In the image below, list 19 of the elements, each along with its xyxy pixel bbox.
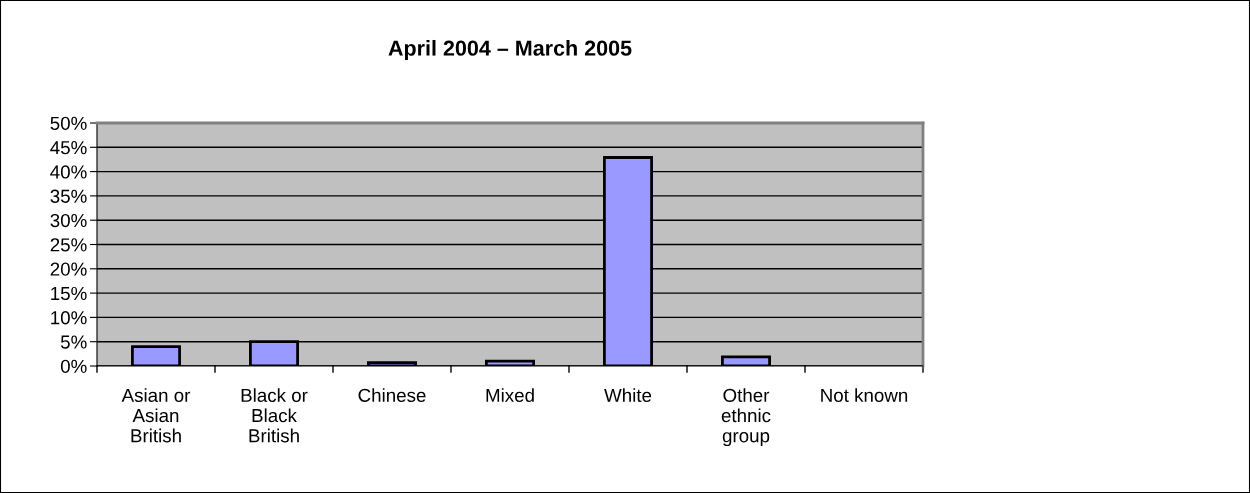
chart-title: April 2004 – March 2005 — [388, 39, 632, 61]
x-tick-label: Other ethnic group — [721, 388, 771, 447]
y-tick-label: 0% — [60, 359, 87, 373]
y-tick-label: 40% — [50, 165, 87, 179]
y-tick-label: 15% — [51, 286, 87, 301]
y-tick-label: 20% — [50, 262, 87, 276]
x-tick-label: White — [604, 388, 652, 402]
x-tick-label: Asian or Asian British — [121, 388, 191, 443]
y-tick-label: 10% — [51, 311, 87, 325]
x-tick-label: Chinese — [358, 388, 426, 402]
x-tick-label: Black or Black British — [241, 388, 308, 443]
x-tick-label: Mixed — [486, 388, 534, 402]
y-tick-label: 30% — [50, 213, 87, 228]
y-tick-label: 50% — [50, 116, 87, 130]
y-tick-label: 35% — [50, 189, 87, 203]
y-tick-label: 25% — [50, 238, 87, 252]
y-tick-label: 5% — [60, 335, 87, 349]
y-tick-label: 45% — [50, 141, 87, 155]
x-tick-label: Not known — [821, 388, 908, 402]
